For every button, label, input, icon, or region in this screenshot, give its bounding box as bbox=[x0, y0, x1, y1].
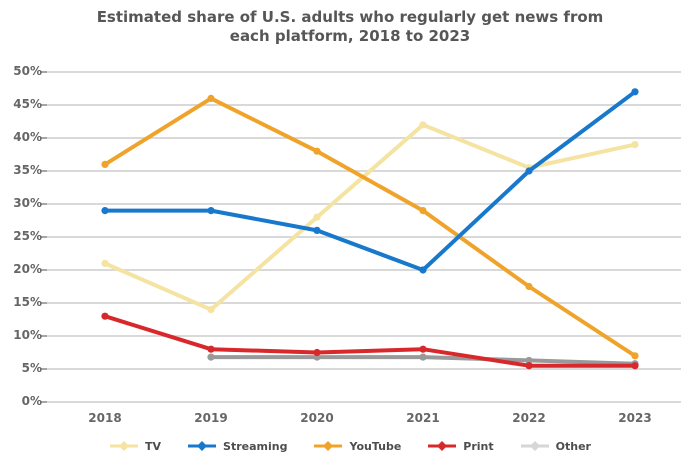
legend-label: Streaming bbox=[223, 439, 288, 453]
legend-line-marker-icon bbox=[428, 441, 457, 451]
series-point-streaming bbox=[419, 266, 427, 274]
series-point-tv bbox=[419, 121, 427, 129]
series-point-youtube bbox=[525, 282, 533, 291]
y-axis-tick-label: 10% bbox=[13, 328, 42, 342]
y-axis-tick-label: 50% bbox=[13, 64, 42, 78]
y-axis-tick-label: 40% bbox=[13, 130, 42, 144]
y-axis-tick-label: 20% bbox=[13, 262, 42, 276]
series-point-streaming bbox=[207, 207, 215, 215]
x-axis-tick-label: 2018 bbox=[88, 411, 122, 425]
chart-title-line1: Estimated share of U.S. adults who regul… bbox=[96, 8, 604, 26]
series-point-streaming bbox=[525, 167, 533, 175]
series-point-print bbox=[101, 312, 109, 320]
legend-line-marker-icon bbox=[110, 441, 139, 451]
series-point-tv bbox=[631, 141, 639, 149]
chart-title-line2: each platform, 2018 to 2023 bbox=[229, 27, 471, 46]
legend-label: Other bbox=[555, 439, 591, 453]
series-point-streaming bbox=[101, 207, 109, 215]
legend-label: Print bbox=[463, 439, 494, 453]
y-axis-tick-label: 35% bbox=[13, 163, 42, 177]
legend-item-streaming: Streaming bbox=[187, 440, 287, 453]
y-axis-tick-label: 45% bbox=[13, 97, 42, 111]
x-axis-tick-label: 2020 bbox=[300, 411, 334, 425]
legend-line-marker-icon bbox=[520, 441, 549, 451]
legend-item-youtube: YouTube bbox=[313, 440, 401, 453]
series-point-youtube bbox=[207, 94, 215, 102]
chart-title: Estimated share of U.S. adults who regul… bbox=[0, 8, 700, 46]
series-point-streaming bbox=[631, 88, 639, 96]
series-point-print bbox=[631, 362, 639, 370]
legend-item-tv: TV bbox=[109, 440, 161, 453]
series-point-print bbox=[313, 348, 321, 357]
legend-label: TV bbox=[145, 439, 162, 453]
y-axis-tick-label: 5% bbox=[21, 361, 42, 375]
y-axis-tick-label: 15% bbox=[13, 295, 42, 309]
legend-label: YouTube bbox=[349, 439, 402, 453]
series-point-print bbox=[419, 345, 427, 353]
series-point-tv bbox=[313, 213, 321, 221]
y-axis-tick-label: 30% bbox=[13, 196, 42, 210]
x-axis-tick-label: 2019 bbox=[194, 411, 228, 425]
series-line-tv bbox=[103, 122, 637, 312]
series-point-tv bbox=[207, 306, 215, 314]
series-line-print bbox=[103, 314, 637, 368]
series-point-youtube bbox=[419, 207, 427, 215]
series-line-youtube bbox=[103, 96, 637, 358]
x-axis-tick-label: 2023 bbox=[618, 411, 652, 425]
series-point-other bbox=[419, 353, 427, 361]
legend-item-other: Other bbox=[520, 440, 591, 453]
x-axis-tick-label: 2021 bbox=[406, 411, 440, 425]
legend-line-marker-icon bbox=[188, 441, 217, 451]
legend-item-print: Print bbox=[427, 439, 494, 453]
series-point-youtube bbox=[631, 352, 639, 360]
series-point-print bbox=[525, 362, 533, 370]
legend-line-marker-icon bbox=[314, 441, 343, 451]
series-point-streaming bbox=[313, 226, 321, 234]
series-point-print bbox=[207, 345, 215, 353]
legend: TV Streaming YouTube Print Other bbox=[0, 433, 700, 459]
series-line-streaming bbox=[103, 89, 637, 272]
x-axis-tick-label: 2022 bbox=[512, 411, 546, 425]
series-point-other bbox=[207, 353, 215, 361]
y-axis-tick-label: 25% bbox=[13, 229, 42, 243]
y-axis-tick-label: 0% bbox=[21, 394, 42, 408]
series-point-youtube bbox=[101, 160, 109, 168]
series-point-other bbox=[525, 356, 533, 365]
series-point-tv bbox=[101, 259, 109, 267]
series-point-youtube bbox=[313, 147, 321, 155]
